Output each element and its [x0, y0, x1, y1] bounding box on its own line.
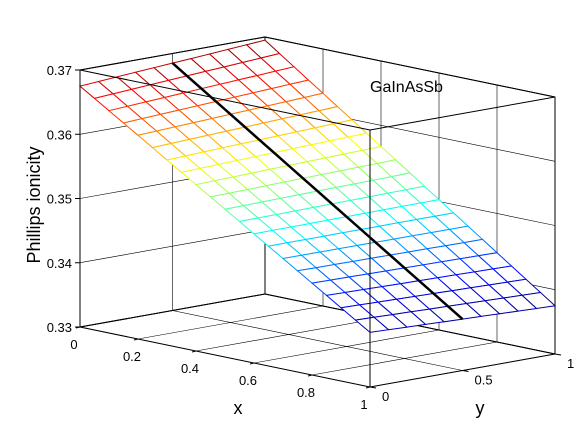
y-tick-label: 1	[567, 356, 574, 371]
z-tick-label: 0.37	[47, 63, 72, 78]
x-axis-label: x	[234, 398, 243, 418]
x-tick-label: 0.4	[181, 361, 199, 376]
y-tick-label: 0	[382, 389, 389, 404]
x-tick-label: 1	[360, 397, 367, 412]
y-tick-mark	[369, 386, 377, 389]
surface-cell	[354, 316, 390, 333]
x-tick-mark	[365, 386, 371, 389]
box-edge	[264, 36, 556, 98]
box-edge	[79, 36, 266, 71]
surface-layer	[78, 39, 557, 333]
y-tick-label: 0.5	[475, 373, 493, 388]
surface-annotation: GaInAsSb	[370, 79, 443, 96]
x-tick-mark	[249, 362, 255, 365]
x-tick-mark	[307, 374, 313, 377]
z-tick-label: 0.33	[47, 320, 72, 335]
z-axis-label: Phillips ionicity	[24, 146, 44, 263]
box-edge	[79, 69, 371, 131]
z-tick-label: 0.35	[47, 192, 72, 207]
y-tick-mark	[554, 353, 562, 356]
x-tick-label: 0.8	[297, 385, 315, 400]
y-tick-mark	[462, 370, 469, 372]
highlight-line	[171, 62, 464, 321]
x-tick-mark	[191, 350, 197, 353]
z-tick-label: 0.36	[47, 127, 72, 142]
x-tick-label: 0.2	[123, 349, 141, 364]
x-tick-mark	[133, 338, 139, 341]
box-edge	[369, 96, 556, 131]
z-tick-label: 0.34	[47, 256, 72, 271]
x-tick-label: 0	[70, 337, 77, 352]
x-tick-label: 0.6	[239, 373, 257, 388]
y-axis-label: y	[476, 398, 485, 418]
